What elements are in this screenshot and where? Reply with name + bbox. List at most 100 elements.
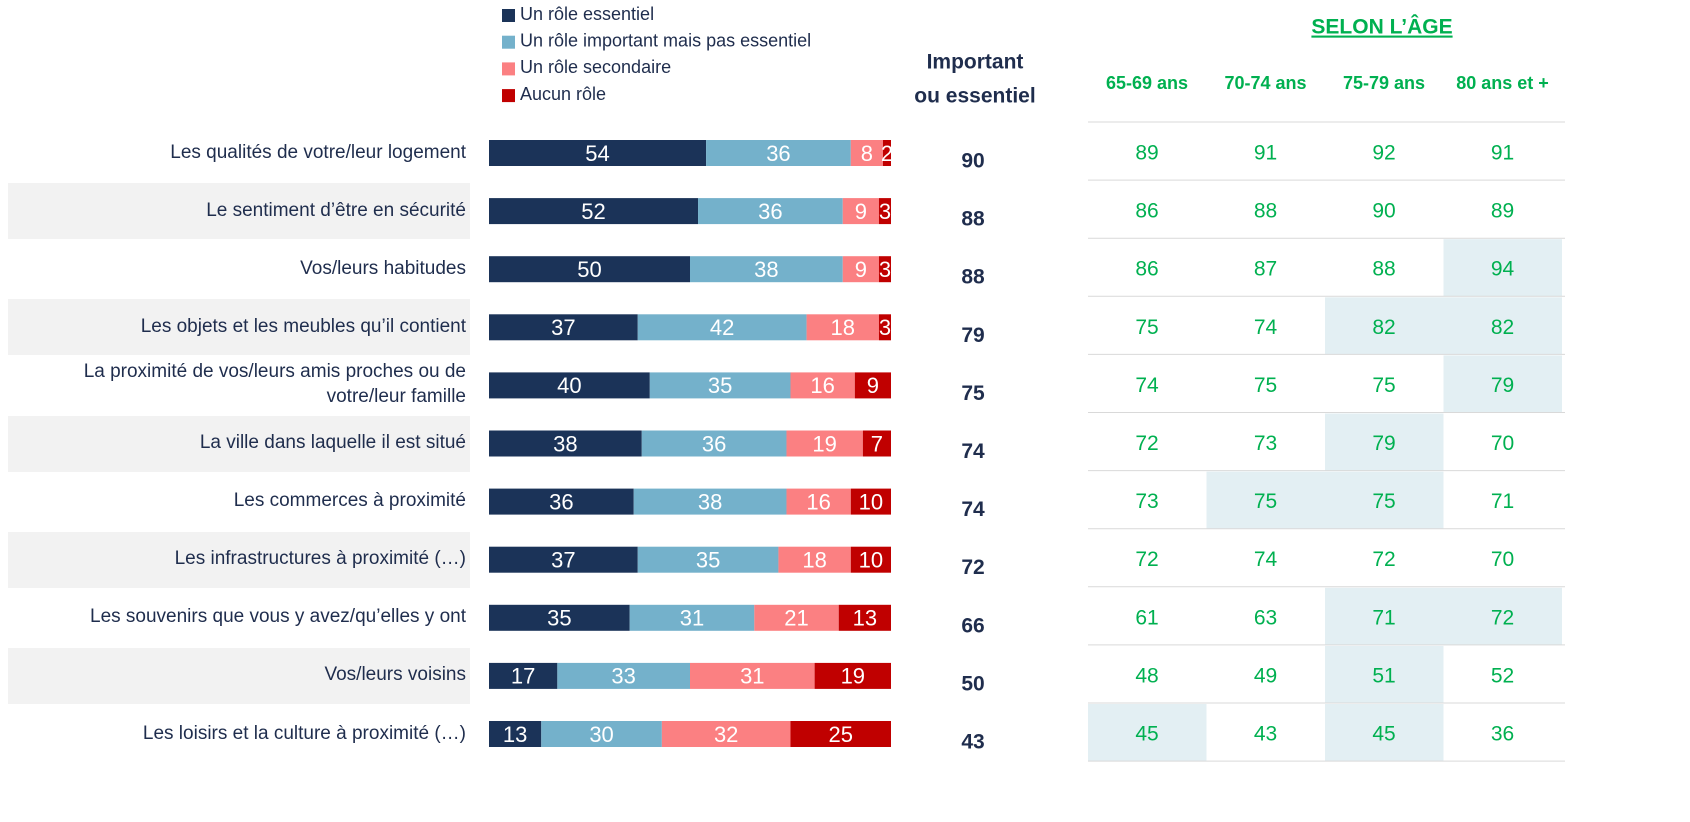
age-value: 75 — [1254, 374, 1277, 397]
bar-value-label: 9 — [855, 257, 867, 282]
highlight-cell — [1325, 297, 1444, 355]
bar-segment — [862, 430, 891, 457]
bar-segment — [489, 488, 634, 515]
bar-value-label: 13 — [503, 722, 527, 747]
age-header: 70-74 ans — [1224, 73, 1306, 93]
age-value: 91 — [1491, 142, 1514, 165]
important-value: 88 — [961, 208, 985, 231]
bar-segment — [489, 314, 638, 341]
highlight-cell — [1443, 297, 1562, 355]
bar-segment — [754, 604, 839, 631]
row-label: Les infrastructures à proximité (…) — [174, 548, 466, 570]
bar-segment — [633, 488, 787, 515]
row-label: Les commerces à proximité — [233, 490, 466, 512]
bar-value-label: 19 — [812, 431, 836, 456]
age-value: 73 — [1254, 432, 1277, 455]
bar-value-label: 35 — [547, 606, 571, 631]
age-value: 91 — [1254, 142, 1277, 165]
age-value: 45 — [1135, 723, 1158, 746]
bar-value-label: 38 — [698, 489, 722, 514]
age-value: 36 — [1491, 723, 1514, 746]
important-value: 75 — [961, 382, 985, 405]
bar-segment — [842, 198, 879, 225]
bar-segment — [878, 314, 891, 341]
row-label: Les objets et les meubles qu’il contient — [140, 315, 466, 337]
bar-segment — [649, 372, 791, 399]
bar-segment — [878, 256, 891, 283]
bar-value-label: 35 — [708, 373, 732, 398]
bar-value-label: 52 — [581, 199, 605, 224]
column-header: ou essentiel — [914, 85, 1035, 108]
bar-value-label: 37 — [551, 548, 575, 573]
age-value: 75 — [1135, 316, 1158, 339]
bar-value-label: 18 — [802, 548, 826, 573]
highlight-cell — [1325, 704, 1444, 761]
age-value: 82 — [1491, 316, 1514, 339]
bar-segment — [850, 488, 891, 515]
bar-value-label: 40 — [557, 373, 581, 398]
age-value: 88 — [1254, 200, 1277, 223]
bar-segment — [878, 198, 891, 225]
bar-value-label: 3 — [879, 315, 891, 340]
age-value: 79 — [1491, 374, 1514, 397]
bar-value-label: 7 — [871, 431, 883, 456]
age-value: 88 — [1372, 258, 1395, 281]
bar-segment — [541, 721, 662, 747]
important-value: 79 — [961, 324, 984, 347]
bar-segment — [786, 430, 863, 457]
row-label: Les loisirs et la culture à proximité (…… — [142, 722, 466, 744]
age-header: 65-69 ans — [1106, 73, 1188, 93]
section-title: SELON L’ÂGE — [1311, 15, 1452, 39]
important-value: 90 — [961, 150, 984, 173]
bar-segment — [778, 546, 851, 573]
bar-segment — [706, 140, 851, 166]
bar-value-label: 36 — [702, 431, 726, 456]
bar-value-label: 50 — [577, 257, 601, 282]
age-value: 45 — [1372, 723, 1395, 746]
bar-segment — [637, 546, 779, 573]
row-label: Le sentiment d’être en sécurité — [206, 199, 466, 221]
bar-value-label: 33 — [611, 664, 635, 689]
bar-segment — [838, 604, 891, 631]
age-value: 70 — [1491, 432, 1514, 455]
age-value: 75 — [1254, 490, 1277, 513]
age-value: 71 — [1491, 490, 1514, 513]
bar-value-label: 36 — [758, 199, 782, 224]
bar-value-label: 35 — [696, 548, 720, 573]
bar-segment — [489, 662, 558, 689]
legend-label: Un rôle essentiel — [520, 4, 654, 24]
age-value: 90 — [1372, 200, 1395, 223]
age-value: 72 — [1135, 432, 1158, 455]
age-value: 92 — [1372, 142, 1395, 165]
highlight-cell — [1325, 471, 1444, 529]
bar-segment — [489, 721, 542, 747]
bar-value-label: 3 — [879, 257, 891, 282]
highlight-cell — [1325, 645, 1444, 703]
age-value: 70 — [1491, 548, 1514, 571]
important-value: 72 — [961, 556, 984, 579]
legend-label: Un rôle secondaire — [520, 57, 671, 77]
age-value: 72 — [1372, 548, 1395, 571]
row-label: La proximité de vos/leurs amis proches o… — [83, 361, 466, 408]
important-value: 74 — [961, 498, 985, 521]
important-value: 50 — [961, 672, 984, 695]
row-label: Les qualités de votre/leur logement — [170, 141, 466, 163]
bar-value-label: 30 — [589, 722, 613, 747]
bar-value-label: 38 — [553, 431, 577, 456]
highlight-cell — [1443, 355, 1562, 413]
age-value: 74 — [1254, 548, 1278, 571]
age-value: 61 — [1135, 606, 1158, 629]
bar-segment — [489, 372, 650, 399]
bar-value-label: 31 — [740, 664, 764, 689]
bar-value-label: 16 — [806, 489, 830, 514]
row-label: La ville dans laquelle il est situé — [199, 432, 466, 453]
age-value: 94 — [1491, 258, 1515, 281]
age-value: 87 — [1254, 258, 1277, 281]
row-background — [8, 647, 470, 704]
bar-value-label: 13 — [853, 606, 877, 631]
bar-segment — [489, 140, 707, 166]
bar-value-label: 25 — [829, 722, 853, 747]
legend-label: Aucun rôle — [520, 84, 606, 104]
bar-value-label: 9 — [867, 373, 879, 398]
bar-segment — [842, 256, 879, 283]
